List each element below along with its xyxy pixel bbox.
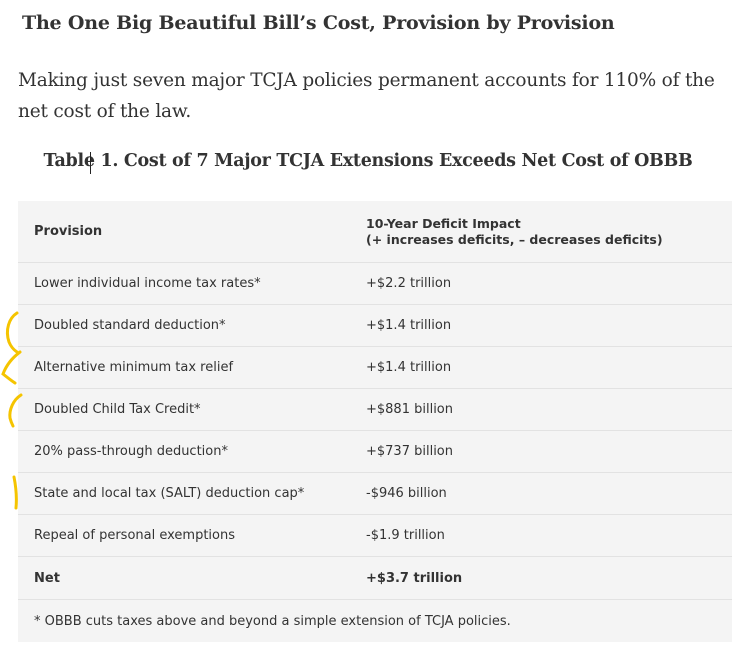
header-impact-legend: (+ increases deficits, – decreases defic… bbox=[366, 231, 663, 247]
provision-cell: Doubled Child Tax Credit* bbox=[34, 402, 201, 417]
header-provision: Provision bbox=[34, 224, 103, 239]
header-impact-title: 10-Year Deficit Impact bbox=[366, 215, 521, 231]
table-row: 20% pass-through deduction* +$737 billio… bbox=[18, 431, 732, 473]
impact-cell: +$2.2 trillion bbox=[366, 276, 452, 291]
total-label: Net bbox=[34, 570, 60, 586]
provision-cell: Alternative minimum tax relief bbox=[34, 360, 234, 375]
table-row: State and local tax (SALT) deduction cap… bbox=[18, 473, 732, 515]
table-row: Doubled Child Tax Credit* +$881 billion bbox=[18, 389, 732, 431]
table-row: Repeal of personal exemptions -$1.9 tril… bbox=[18, 515, 732, 557]
table-row: Lower individual income tax rates* +$2.2… bbox=[18, 263, 732, 305]
provision-cell: Lower individual income tax rates* bbox=[34, 276, 261, 291]
annotation-mark-salt-cap bbox=[12, 475, 18, 510]
table-title: Table 1. Cost of 7 Major TCJA Extensions… bbox=[43, 151, 693, 171]
total-impact: +$3.7 trillion bbox=[366, 570, 463, 586]
lead-paragraph: Making just seven major TCJA policies pe… bbox=[18, 70, 715, 122]
table-footnote: * OBBB cuts taxes above and beyond a sim… bbox=[18, 599, 732, 642]
impact-cell: +$737 billion bbox=[366, 444, 454, 459]
table-total-row: Net +$3.7 trillion bbox=[18, 557, 732, 599]
table-row: Alternative minimum tax relief +$1.4 tri… bbox=[18, 347, 732, 389]
table-row: Doubled standard deduction* +$1.4 trilli… bbox=[18, 305, 732, 347]
annotation-mark-standard-deduction bbox=[5, 311, 19, 354]
impact-cell: +$881 billion bbox=[366, 402, 454, 417]
impact-cell: +$1.4 trillion bbox=[366, 318, 452, 333]
impact-cell: -$946 billion bbox=[366, 486, 447, 501]
provision-cell: Doubled standard deduction* bbox=[34, 318, 226, 333]
section-heading: The One Big Beautiful Bill’s Cost, Provi… bbox=[22, 12, 615, 34]
impact-cell: -$1.9 trillion bbox=[366, 528, 445, 543]
table-header-row: Provision 10-Year Deficit Impact (+ incr… bbox=[18, 201, 732, 263]
provision-cell: Repeal of personal exemptions bbox=[34, 528, 235, 543]
deficit-impact-table: Provision 10-Year Deficit Impact (+ incr… bbox=[18, 201, 732, 642]
text-cursor bbox=[90, 152, 91, 174]
provision-cell: State and local tax (SALT) deduction cap… bbox=[34, 486, 305, 501]
provision-cell: 20% pass-through deduction* bbox=[34, 444, 228, 459]
impact-cell: +$1.4 trillion bbox=[366, 360, 452, 375]
header-impact: 10-Year Deficit Impact (+ increases defi… bbox=[366, 216, 732, 248]
